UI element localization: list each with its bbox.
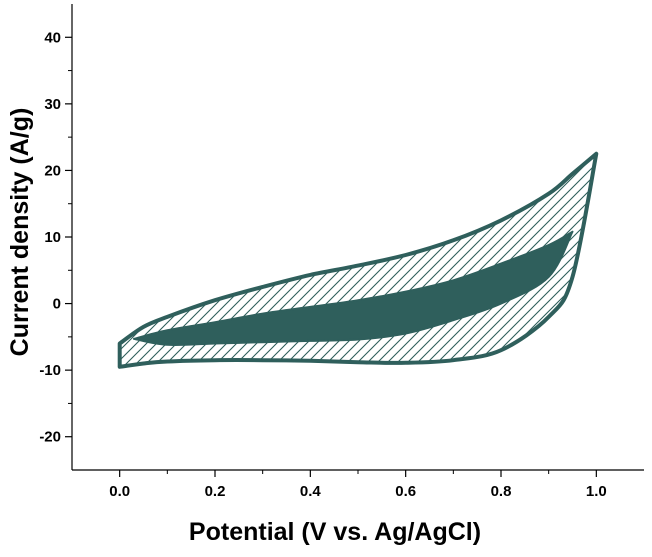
y-tick-label: -10 <box>39 362 61 379</box>
x-tick-label: 0.6 <box>395 483 416 500</box>
x-tick-label: 1.0 <box>586 483 607 500</box>
x-tick-label: 0.4 <box>300 483 322 500</box>
x-tick-label: 0.8 <box>491 483 512 500</box>
x-tick-label: 0.2 <box>205 483 226 500</box>
y-tick-label: 40 <box>44 29 61 46</box>
inner-cv-loop <box>133 230 574 347</box>
y-ticks: -20 -10 0 10 20 30 40 <box>39 29 72 446</box>
x-tick-label: 0.0 <box>109 483 130 500</box>
y-axis-label: Current density (A/g) <box>6 108 34 357</box>
plot-area <box>117 151 599 369</box>
x-ticks: 0.0 0.2 0.4 0.6 0.8 1.0 <box>109 470 607 500</box>
y-tick-label: 30 <box>44 96 61 113</box>
y-tick-label: 0 <box>53 296 61 313</box>
axes: 0.0 0.2 0.4 0.6 0.8 1.0 -20 -10 0 10 20 30 40 <box>39 4 644 500</box>
y-tick-label: 20 <box>44 162 61 179</box>
x-axis-label: Potential (V vs. Ag/AgCl) <box>189 518 481 546</box>
y-tick-label: -20 <box>39 429 61 446</box>
y-tick-label: 10 <box>44 229 61 246</box>
